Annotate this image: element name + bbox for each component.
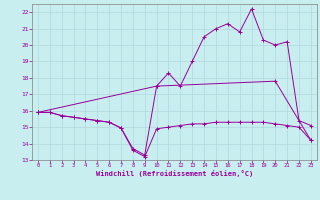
X-axis label: Windchill (Refroidissement éolien,°C): Windchill (Refroidissement éolien,°C) [96, 170, 253, 177]
